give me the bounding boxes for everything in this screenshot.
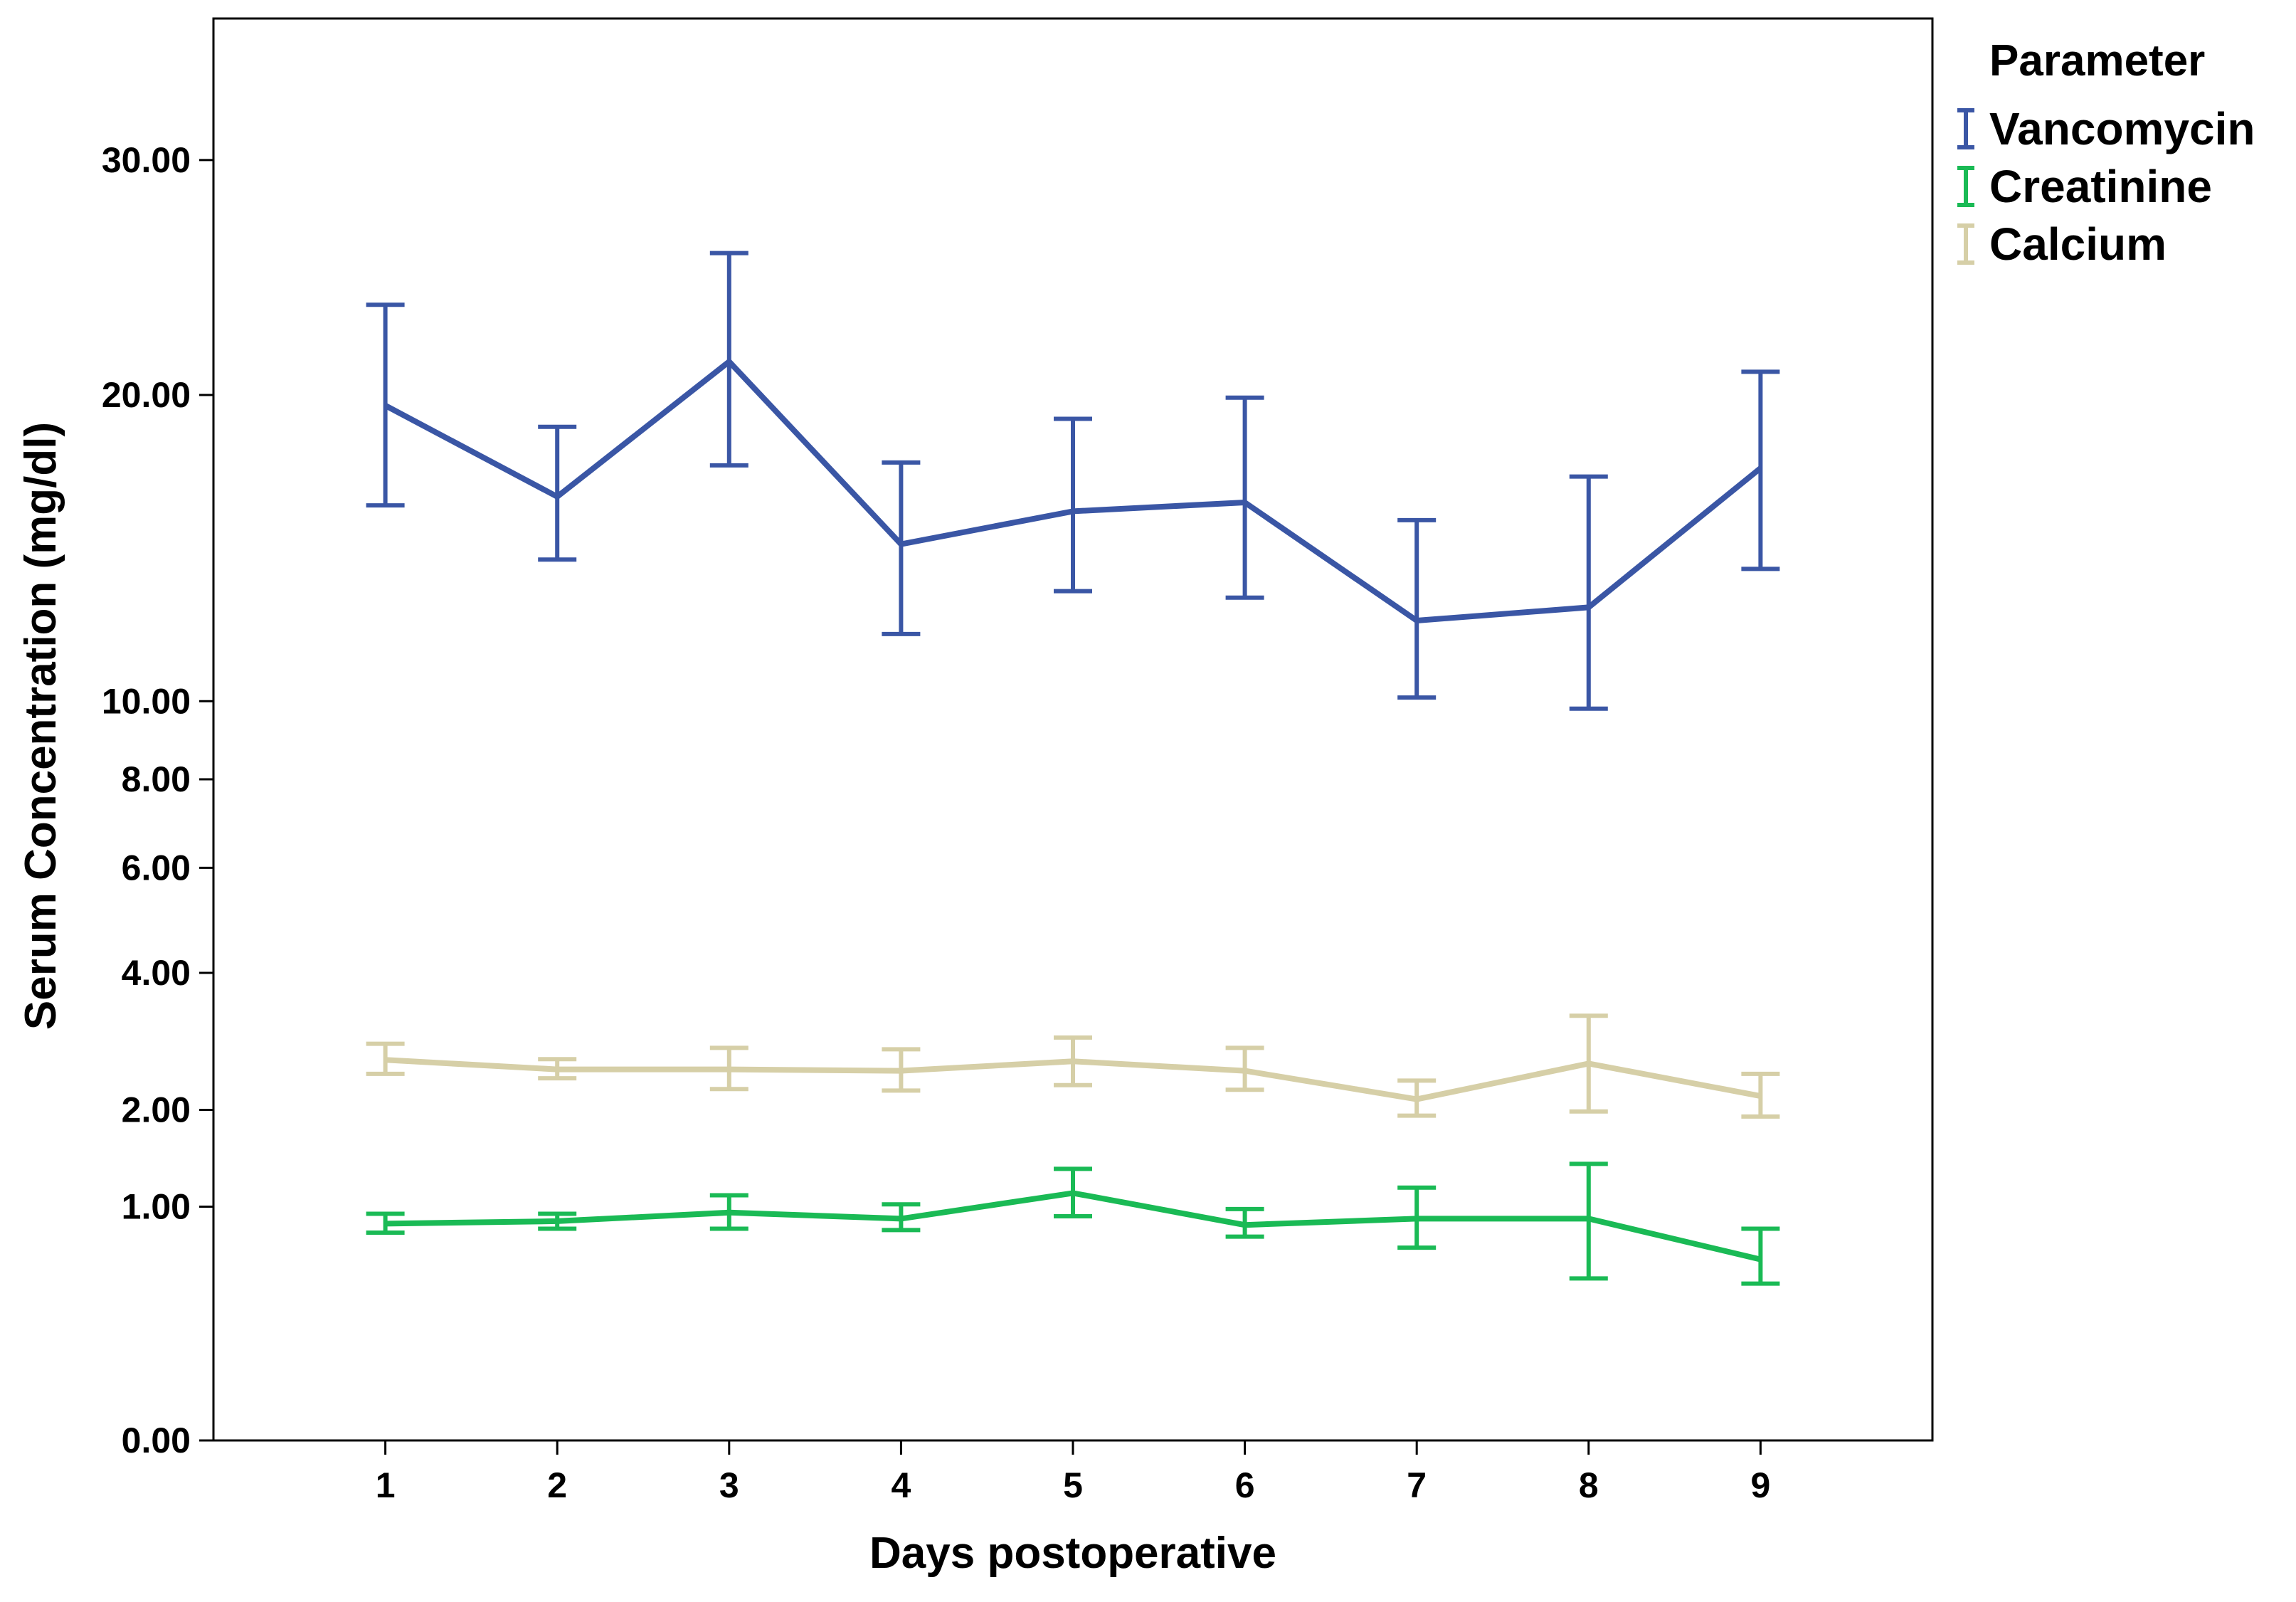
calcium-error-bar: [366, 1041, 405, 1076]
x-axis-title: Days postoperative: [869, 1529, 1276, 1578]
legend-item-creatinine: Creatinine: [1957, 161, 2212, 212]
y-tick-label: 4.00: [122, 953, 191, 993]
calcium-error-bar: [882, 1047, 921, 1093]
calcium-error-bar: [1569, 1013, 1608, 1114]
y-tick-label: 30.00: [102, 140, 191, 180]
y-tick-label: 10.00: [102, 681, 191, 721]
legend-item-vancomycin: Vancomycin: [1957, 103, 2255, 154]
x-tick-label: 2: [547, 1465, 567, 1505]
x-tick-label: 3: [719, 1465, 739, 1505]
calcium-error-bar: [709, 1045, 748, 1092]
legend-label: Calcium: [1989, 218, 2167, 270]
x-tick-label: 6: [1235, 1465, 1255, 1505]
vancomycin-error-bar: [538, 424, 577, 562]
y-tick-label: 1.00: [122, 1187, 191, 1227]
y-axis: 0.00 1.00 2.00 4.00 6.00 8.00 10.00 20.00 30.00: [102, 140, 213, 1460]
series-calcium: [366, 1013, 1780, 1119]
x-axis: 1 2 3 4 5 6 7 8 9: [376, 1440, 1770, 1505]
vancomycin-error-bar: [1225, 395, 1264, 600]
x-tick-label: 1: [376, 1465, 396, 1505]
creatinine-error-bar: [1225, 1206, 1264, 1239]
vancomycin-error-bar: [366, 302, 405, 508]
creatinine-error-bar: [1054, 1166, 1092, 1218]
y-tick-label: 20.00: [102, 375, 191, 415]
vancomycin-error-bar: [1397, 517, 1437, 700]
calcium-error-bar: [538, 1057, 577, 1081]
error-bar-icon: [1957, 108, 1974, 149]
y-tick-label: 0.00: [122, 1421, 191, 1460]
creatinine-error-bar: [709, 1193, 748, 1231]
plot-frame: [212, 17, 1934, 1442]
vancomycin-error-bar: [882, 460, 921, 636]
error-bar-icon: [1957, 223, 1974, 265]
creatinine-error-bar: [366, 1211, 405, 1235]
calcium-error-bar: [1397, 1078, 1437, 1118]
creatinine-error-bar: [1741, 1226, 1780, 1286]
legend-item-calcium: Calcium: [1957, 218, 2167, 270]
y-tick-label: 6.00: [122, 848, 191, 887]
y-axis-title: Serum Concentration (mg/dl): [16, 422, 65, 1030]
series-creatinine: [366, 1161, 1780, 1286]
vancomycin-error-bar: [1054, 416, 1092, 594]
calcium-error-bar: [1054, 1035, 1092, 1087]
vancomycin-error-bar: [1741, 369, 1780, 571]
legend-title: Parameter: [1989, 36, 2205, 85]
creatinine-error-bar: [882, 1202, 921, 1233]
creatinine-error-bar: [1397, 1185, 1437, 1250]
series-layer: [366, 251, 1780, 1286]
x-tick-label: 9: [1750, 1465, 1770, 1505]
creatinine-error-bar: [1569, 1161, 1608, 1281]
creatinine-error-bar: [538, 1211, 577, 1231]
vancomycin-error-bar: [1569, 474, 1608, 711]
error-bar-icon: [1957, 166, 1974, 207]
legend-label: Creatinine: [1989, 161, 2212, 212]
x-tick-label: 4: [891, 1465, 911, 1505]
x-tick-label: 7: [1407, 1465, 1427, 1505]
y-tick-label: 8.00: [122, 759, 191, 799]
x-tick-label: 5: [1063, 1465, 1083, 1505]
x-tick-label: 8: [1579, 1465, 1599, 1505]
calcium-error-bar: [1741, 1071, 1780, 1119]
calcium-error-bar: [1225, 1045, 1264, 1092]
y-tick-label: 2.00: [122, 1090, 191, 1129]
vancomycin-error-bar: [709, 251, 748, 468]
legend: Parameter Vancomycin Creatinine Calcium: [1957, 36, 2255, 270]
series-vancomycin: [366, 251, 1780, 711]
legend-label: Vancomycin: [1989, 103, 2255, 154]
